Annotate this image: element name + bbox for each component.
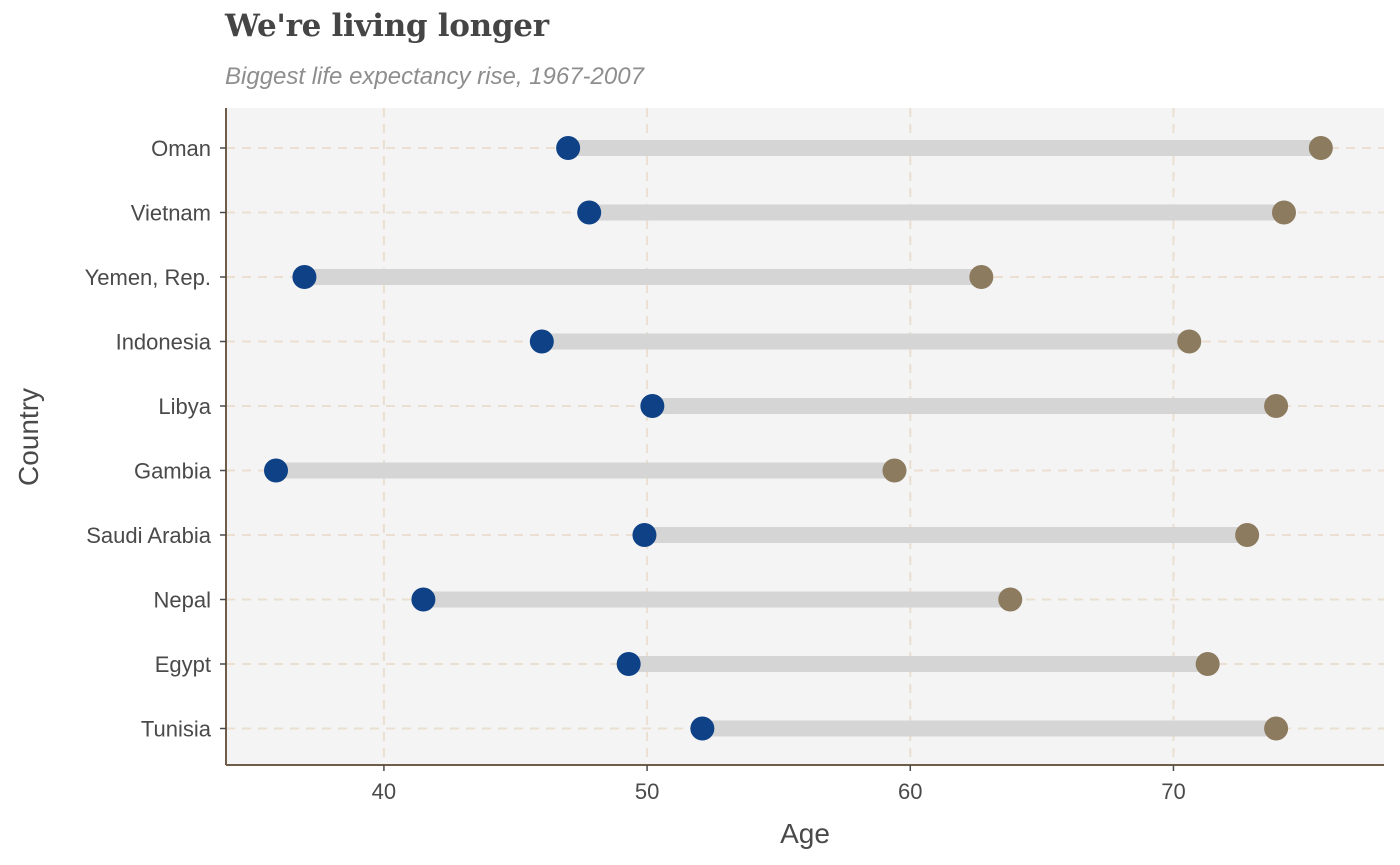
start-point (264, 458, 289, 483)
end-point (1264, 716, 1289, 741)
end-point (998, 587, 1023, 612)
y-tick-label: Vietnam (131, 201, 211, 226)
end-point (1235, 523, 1260, 547)
y-tick-label: Oman (151, 136, 211, 161)
y-tick-label: Indonesia (116, 330, 212, 355)
x-tick-label: 60 (898, 779, 922, 804)
y-tick-label: Tunisia (141, 717, 212, 742)
start-point (640, 394, 665, 418)
x-tick-labels: 40 50 60 70 (372, 765, 1186, 804)
y-tick-labels: Oman Vietnam Yemen, Rep. Indonesia Libya Gamb… (85, 136, 226, 742)
segments (276, 140, 1321, 737)
x-tick-label: 70 (1161, 779, 1185, 804)
start-point (616, 652, 641, 676)
y-tick-label: Yemen, Rep. (85, 265, 211, 290)
end-point (1177, 329, 1202, 354)
y-tick-label: Libya (158, 394, 211, 419)
end-point (1264, 394, 1289, 418)
start-point (411, 587, 436, 612)
chart-subtitle: Biggest life expectancy rise, 1967-2007 (225, 63, 644, 90)
y-tick-label: Saudi Arabia (86, 523, 212, 548)
start-point (292, 265, 317, 289)
x-tick-label: 40 (372, 779, 396, 804)
start-point (529, 329, 554, 354)
y-tick-label: Gambia (134, 459, 212, 484)
y-tick-label: Nepal (154, 588, 211, 613)
chart-title: We're living longer (225, 8, 549, 44)
end-point (882, 458, 907, 483)
start-point (632, 523, 657, 547)
end-point (969, 265, 994, 289)
x-tick-label: 50 (635, 779, 659, 804)
x-axis-title: Age (780, 818, 830, 849)
points (264, 136, 1333, 741)
end-point (1195, 652, 1220, 676)
start-point (690, 716, 715, 741)
end-point (1271, 200, 1296, 225)
end-point (1308, 136, 1333, 160)
start-point (577, 200, 602, 225)
y-axis-title: Country (13, 388, 44, 486)
y-tick-label: Egypt (155, 652, 211, 677)
start-point (556, 136, 581, 160)
